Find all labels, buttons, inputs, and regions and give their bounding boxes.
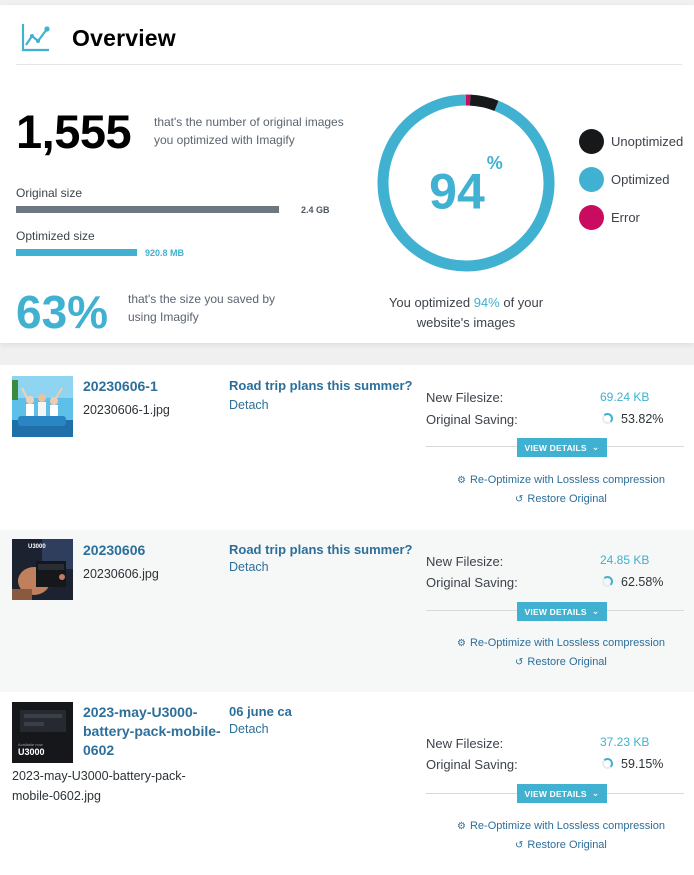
svg-text:U3000: U3000 <box>28 544 46 550</box>
media-title-link[interactable]: 20230606-1 <box>83 378 158 394</box>
legend-dot-error <box>579 204 604 230</box>
undo-icon: ↺ <box>515 493 524 505</box>
saving-spinner-icon <box>602 576 613 587</box>
saved-percentage: 63% <box>16 286 109 338</box>
saving-spinner-icon <box>602 758 613 769</box>
detach-link[interactable]: Detach <box>229 398 269 412</box>
new-filesize-label: New Filesize: <box>426 554 504 569</box>
overview-card: Overview 1,555 that's the number of orig… <box>0 5 694 343</box>
reoptimize-link[interactable]: ⚙ Re-Optimize with Lossless compression <box>457 637 665 649</box>
donut-segment-optimized <box>377 94 555 272</box>
optimized-size-value: 920.8 MB <box>145 248 185 258</box>
legend-unoptimized: Unoptimized <box>579 128 683 154</box>
page-title: Overview <box>72 25 176 51</box>
gear-icon: ⚙ <box>457 637 466 649</box>
media-filename: 20230606-1.jpg <box>83 403 170 417</box>
original-size-label: Original size <box>16 186 83 200</box>
chevron-down-icon: ⌄ <box>591 442 600 452</box>
media-thumbnail[interactable]: U3000 <box>12 539 73 600</box>
legend-error: Error <box>579 204 640 230</box>
media-filename: 20230606.jpg <box>83 567 159 581</box>
media-filename: 2023-may-U3000-battery-pack- mobile-0602… <box>12 769 186 803</box>
original-saving-value: 59.15% <box>621 757 664 771</box>
original-saving-value: 62.58% <box>621 575 664 589</box>
new-filesize-value: 24.85 KB <box>600 553 650 567</box>
optimized-size-bar <box>16 249 137 256</box>
restore-original-link[interactable]: ↺ Restore Original <box>515 839 607 851</box>
media-title-link[interactable]: 2023-may-U3000- battery-pack-mobile- 060… <box>83 704 221 758</box>
media-row: Available now U3000 2023-may-U3000- batt… <box>0 692 694 875</box>
media-thumbnail[interactable] <box>12 376 73 437</box>
chevron-down-icon: ⌄ <box>591 606 600 616</box>
original-size-bar <box>16 206 279 213</box>
gear-icon: ⚙ <box>457 820 466 832</box>
svg-text:Available now: Available now <box>18 742 43 747</box>
original-saving-value: 53.82% <box>621 412 664 426</box>
chevron-down-icon: ⌄ <box>591 788 600 798</box>
svg-text:U3000: U3000 <box>18 747 45 757</box>
view-details-button[interactable]: VIEW DETAILS ⌄ <box>517 602 607 621</box>
attached-post-link[interactable]: 06 june ca <box>229 704 292 719</box>
optimized-count-description: that's the number of original images you… <box>154 115 344 147</box>
gear-icon: ⚙ <box>457 474 466 486</box>
original-saving-label: Original Saving: <box>426 757 518 772</box>
media-title-link[interactable]: 20230606 <box>83 542 146 558</box>
restore-original-link[interactable]: ↺ Restore Original <box>515 656 607 668</box>
saving-spinner-icon <box>602 413 613 424</box>
undo-icon: ↺ <box>515 839 524 851</box>
reoptimize-link[interactable]: ⚙ Re-Optimize with Lossless compression <box>457 474 665 486</box>
optimized-size-label: Optimized size <box>16 229 95 243</box>
restore-original-link[interactable]: ↺ Restore Original <box>515 493 607 505</box>
original-size-value: 2.4 GB <box>301 205 330 215</box>
media-row: U3000 20230606 20230606.jpg Road trip pl… <box>0 530 694 692</box>
new-filesize-label: New Filesize: <box>426 390 504 405</box>
donut-percentage: 94% <box>429 153 503 220</box>
media-row: 20230606-1 20230606-1.jpg Road trip plan… <box>0 365 694 530</box>
detach-link[interactable]: Detach <box>229 722 269 736</box>
new-filesize-value: 37.23 KB <box>600 735 650 749</box>
donut-caption: You optimized 94% of your website's imag… <box>388 295 544 330</box>
new-filesize-label: New Filesize: <box>426 736 504 751</box>
reoptimize-link[interactable]: ⚙ Re-Optimize with Lossless compression <box>457 820 665 832</box>
media-thumbnail[interactable]: Available now U3000 <box>12 702 73 763</box>
new-filesize-value: 69.24 KB <box>600 390 650 404</box>
undo-icon: ↺ <box>515 656 524 668</box>
legend-optimized: Optimized <box>579 166 670 192</box>
legend-dot-unoptimized <box>579 128 604 154</box>
saved-description: that's the size you saved by using Imagi… <box>128 292 276 324</box>
view-details-button[interactable]: VIEW DETAILS ⌄ <box>517 438 607 457</box>
overview-header: Overview <box>16 5 682 65</box>
optimization-donut-chart <box>377 94 555 272</box>
legend-dot-optimized <box>579 166 604 192</box>
original-saving-label: Original Saving: <box>426 412 518 427</box>
detach-link[interactable]: Detach <box>229 560 269 574</box>
attached-post-link[interactable]: Road trip plans this summer? <box>229 542 413 557</box>
optimized-count: 1,555 <box>16 105 132 158</box>
attached-post-link[interactable]: Road trip plans this summer? <box>229 378 413 393</box>
chart-line-icon <box>21 24 50 52</box>
view-details-button[interactable]: VIEW DETAILS ⌄ <box>517 784 607 803</box>
donut-segment-unoptimized <box>469 94 499 112</box>
original-saving-label: Original Saving: <box>426 575 518 590</box>
